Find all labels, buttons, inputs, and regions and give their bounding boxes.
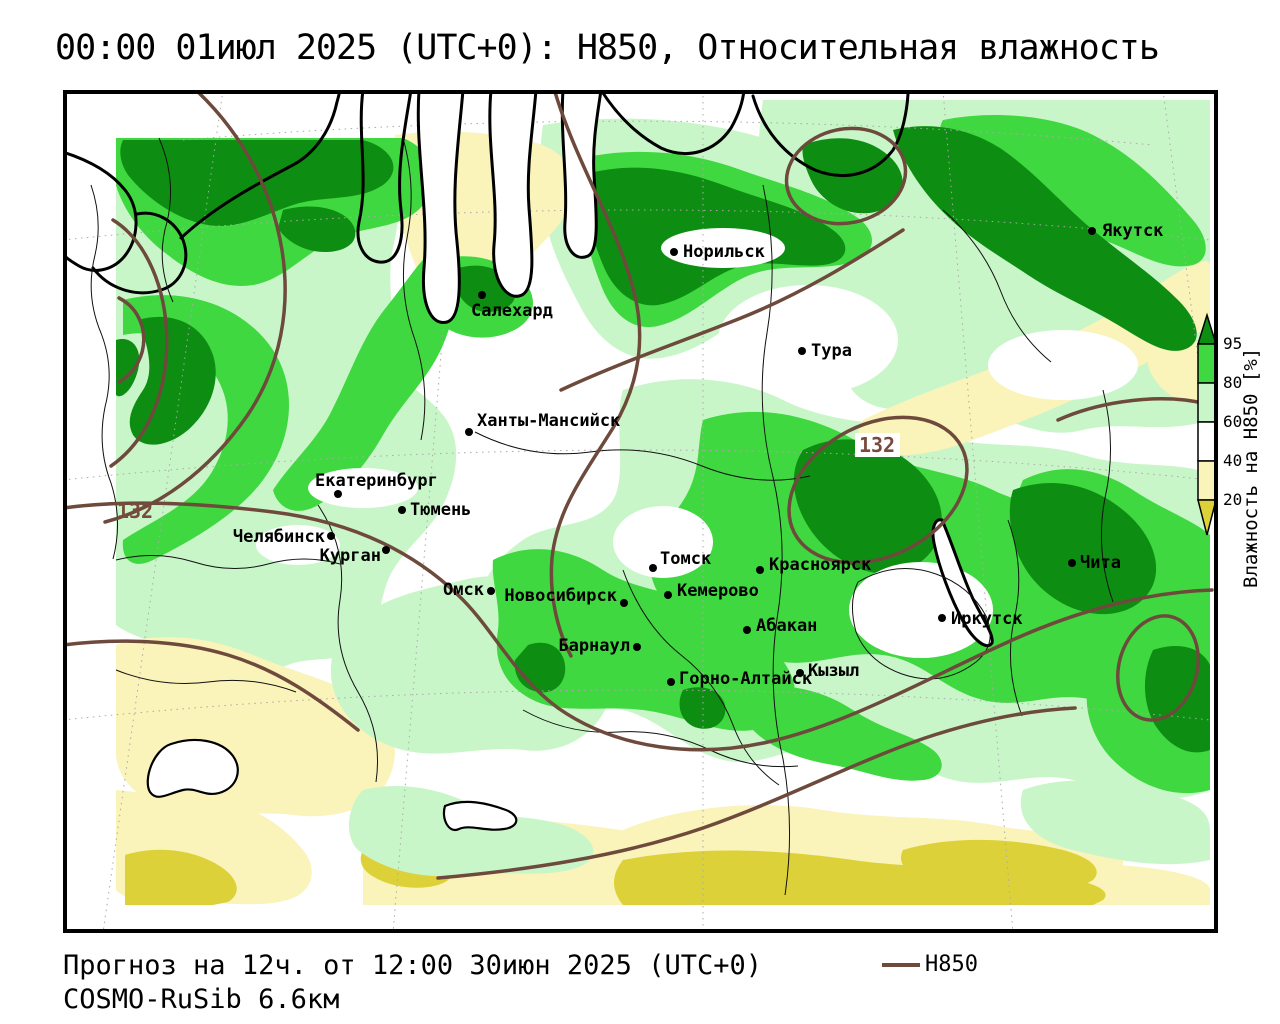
city-label: Барнаул	[558, 636, 630, 656]
city-marker	[327, 532, 335, 540]
city-marker	[478, 291, 486, 299]
taz-bay	[488, 88, 538, 298]
city-marker	[382, 546, 390, 554]
city-label: Якутск	[1102, 221, 1163, 241]
contour-label-boxed: 132	[855, 433, 900, 457]
model-info: COSMO-RuSib 6.6км	[63, 984, 340, 1015]
city: Курган	[320, 546, 390, 566]
h850-contours	[61, 90, 1214, 880]
city-marker	[938, 614, 946, 622]
city: Якутск	[1088, 221, 1163, 241]
city-marker	[796, 669, 804, 677]
ob-bay	[416, 88, 465, 324]
yamal-peninsula	[356, 88, 413, 264]
city-label: Екатеринбург	[315, 471, 438, 491]
city-label: Кызыл	[808, 661, 859, 681]
city-label: Тура	[811, 341, 852, 361]
city-label: Кемерово	[677, 581, 759, 601]
city: Тура	[798, 341, 852, 361]
lake-southwest	[146, 738, 239, 798]
h850-legend-line-swatch	[882, 963, 920, 967]
city: Томск	[649, 549, 711, 572]
forecast-info: Прогноз на 12ч. от 12:00 30июн 2025 (UTC…	[63, 950, 762, 981]
colorbar-tick-95: 95	[1223, 334, 1243, 353]
city-label: Красноярск	[769, 555, 871, 575]
city-marker	[743, 626, 751, 634]
city: Кызыл	[796, 661, 859, 681]
city-label: Курган	[320, 546, 381, 566]
white-sea-inner	[91, 211, 188, 295]
lake-balkhash	[442, 800, 518, 832]
taymyr-coast	[751, 92, 910, 178]
contour-value-label: 132	[117, 499, 153, 523]
city: Екатеринбург	[315, 471, 438, 498]
city: Красноярск	[756, 555, 871, 575]
city: Абакан	[743, 616, 817, 636]
humidity-field	[63, 90, 1218, 933]
weather-map-canvas: 132 132 Норильск Тура Якутск Салехард Ха…	[61, 88, 1218, 934]
yenisei-bay	[560, 88, 603, 259]
coastlines	[61, 88, 994, 832]
city-label: Чита	[1080, 553, 1121, 573]
city-marker	[756, 566, 764, 574]
city-marker	[1068, 559, 1076, 567]
colorbar-tick-80: 80	[1223, 373, 1243, 392]
city: Ханты-Мансийск	[465, 411, 620, 436]
city-label: Тюмень	[410, 500, 471, 520]
kanin-coast	[179, 88, 342, 240]
colorbar-tick-20: 20	[1223, 490, 1243, 509]
city-label: Иркутск	[951, 609, 1023, 629]
graticule	[62, 89, 1211, 934]
city-label: Ханты-Мансийск	[477, 411, 620, 431]
city-marker	[398, 506, 406, 514]
city-label: Абакан	[756, 616, 817, 636]
map-area: 132 132 Норильск Тура Якутск Салехард Ха…	[61, 88, 1218, 934]
white-sea-coast	[61, 150, 138, 272]
city-marker	[798, 347, 806, 355]
city-marker	[633, 643, 641, 651]
city-marker	[1088, 227, 1096, 235]
city-marker	[664, 591, 672, 599]
city-label: Норильск	[683, 242, 765, 262]
map-title: 00:00 01июл 2025 (UTC+0): H850, Относите…	[55, 28, 1160, 68]
city-marker	[620, 599, 628, 607]
contour-value-label: 132	[859, 433, 895, 457]
city-marker	[670, 248, 678, 256]
city: Норильск	[670, 242, 765, 262]
colorbar	[1196, 312, 1218, 536]
city-label: Томск	[660, 549, 711, 569]
city: Челябинск	[233, 527, 335, 547]
region-borders	[90, 137, 1114, 896]
city-marker	[649, 564, 657, 572]
city: Омск	[443, 580, 495, 600]
colorbar-arrow-down	[1197, 499, 1217, 536]
colorbar-tick-60: 60	[1223, 412, 1243, 431]
city-label: Салехард	[471, 301, 553, 321]
city: Кемерово	[664, 581, 759, 601]
city-marker	[487, 587, 495, 595]
city: Барнаул	[558, 636, 641, 656]
city-label: Омск	[443, 580, 484, 600]
city: Горно-Алтайск	[667, 669, 812, 689]
city: Иркутск	[938, 609, 1023, 629]
city: Новосибирск	[504, 586, 628, 607]
city: Салехард	[471, 291, 553, 321]
city-marker	[334, 490, 342, 498]
city-label: Новосибирск	[504, 586, 617, 606]
city: Чита	[1068, 553, 1121, 573]
city-label: Челябинск	[233, 527, 325, 547]
gydan-coast	[599, 88, 746, 156]
city-marker	[667, 678, 675, 686]
city-marker	[465, 428, 473, 436]
cities: Норильск Тура Якутск Салехард Ханты-Манс…	[233, 221, 1164, 689]
colorbar-axis-label: Влажность на H850 [%]	[1240, 347, 1262, 588]
city: Тюмень	[398, 500, 471, 520]
city-label: Горно-Алтайск	[679, 669, 812, 689]
map-frame	[63, 90, 1218, 933]
lake-baikal	[931, 518, 994, 648]
colorbar-tick-40: 40	[1223, 451, 1243, 470]
h850-legend-label: H850	[925, 952, 978, 977]
